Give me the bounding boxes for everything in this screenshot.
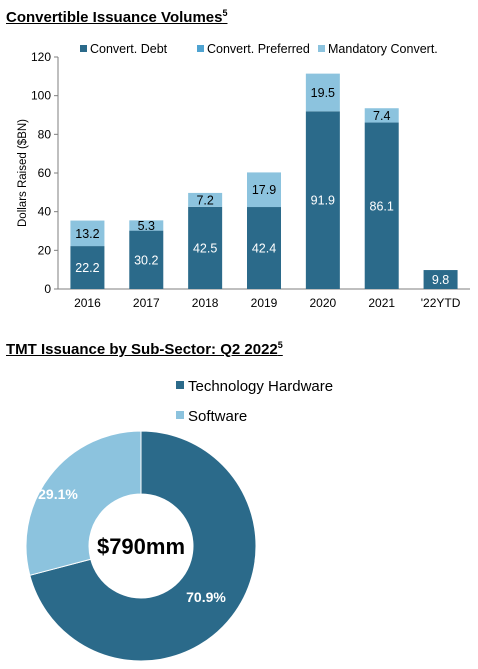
pie-slice xyxy=(25,430,142,576)
data-label: 7.2 xyxy=(196,193,213,207)
bar-segment xyxy=(129,230,164,289)
bar-segment xyxy=(129,220,164,231)
y-tick-label: 120 xyxy=(31,50,51,64)
legend-swatch xyxy=(197,45,204,52)
y-tick-label: 100 xyxy=(31,89,51,103)
x-tick-label: 2016 xyxy=(74,296,101,310)
legend-swatch xyxy=(176,381,184,389)
bar-segment xyxy=(247,172,281,208)
bar-segment xyxy=(70,220,105,247)
bar-chart-title: Convertible Issuance Volumes5 xyxy=(6,8,228,26)
data-label: 7.4 xyxy=(373,109,390,123)
x-tick-label: 2021 xyxy=(368,296,395,310)
pie-slice xyxy=(29,430,257,662)
x-tick-label: 2019 xyxy=(251,296,278,310)
data-label: 5.3 xyxy=(138,219,155,233)
y-tick-label: 20 xyxy=(38,243,52,257)
data-label: 13.2 xyxy=(75,227,99,241)
y-axis-label: Dollars Raised ($BN) xyxy=(17,119,29,227)
y-tick-label: 0 xyxy=(44,282,51,296)
legend-label: Software xyxy=(188,408,247,425)
data-label: 22.2 xyxy=(75,261,99,275)
bar-segment xyxy=(364,122,399,289)
data-label: 42.5 xyxy=(193,241,217,255)
data-label: 9.8 xyxy=(432,273,449,287)
legend-swatch xyxy=(176,411,184,419)
x-tick-label: 2018 xyxy=(192,296,219,310)
donut-center-label: $790mm xyxy=(97,534,185,559)
x-tick-label: 2017 xyxy=(133,296,160,310)
slice-label: 70.9% xyxy=(186,589,226,605)
bar-segment xyxy=(364,108,399,123)
y-tick-label: 40 xyxy=(38,205,52,219)
pie-chart-title: TMT Issuance by Sub-Sector: Q2 20225 xyxy=(6,340,283,358)
legend-label: Convert. Debt xyxy=(90,42,168,56)
legend-swatch xyxy=(80,45,87,52)
data-label: 91.9 xyxy=(311,194,335,208)
data-label: 17.9 xyxy=(252,183,276,197)
data-label: 30.2 xyxy=(134,253,158,267)
bar-segment xyxy=(247,207,281,289)
legend-label: Technology Hardware xyxy=(188,378,333,395)
x-tick-label: 2020 xyxy=(310,296,337,310)
y-tick-label: 80 xyxy=(38,127,52,141)
data-label: 86.1 xyxy=(370,199,394,213)
bar-segment xyxy=(305,111,340,290)
bar-segment xyxy=(188,206,223,289)
legend-label: Convert. Preferred xyxy=(207,42,310,56)
bar-segment xyxy=(70,246,105,289)
y-tick-label: 60 xyxy=(38,166,52,180)
data-label: 42.4 xyxy=(252,242,276,256)
bar-segment xyxy=(305,73,340,112)
legend-swatch xyxy=(318,45,325,52)
bar-segment xyxy=(188,192,223,207)
data-label: 19.5 xyxy=(311,86,335,100)
bar-segment xyxy=(423,270,458,289)
legend-label: Mandatory Convert. xyxy=(328,42,438,56)
slice-label: 29.1% xyxy=(38,486,78,502)
x-tick-label: '22YTD xyxy=(421,296,461,310)
